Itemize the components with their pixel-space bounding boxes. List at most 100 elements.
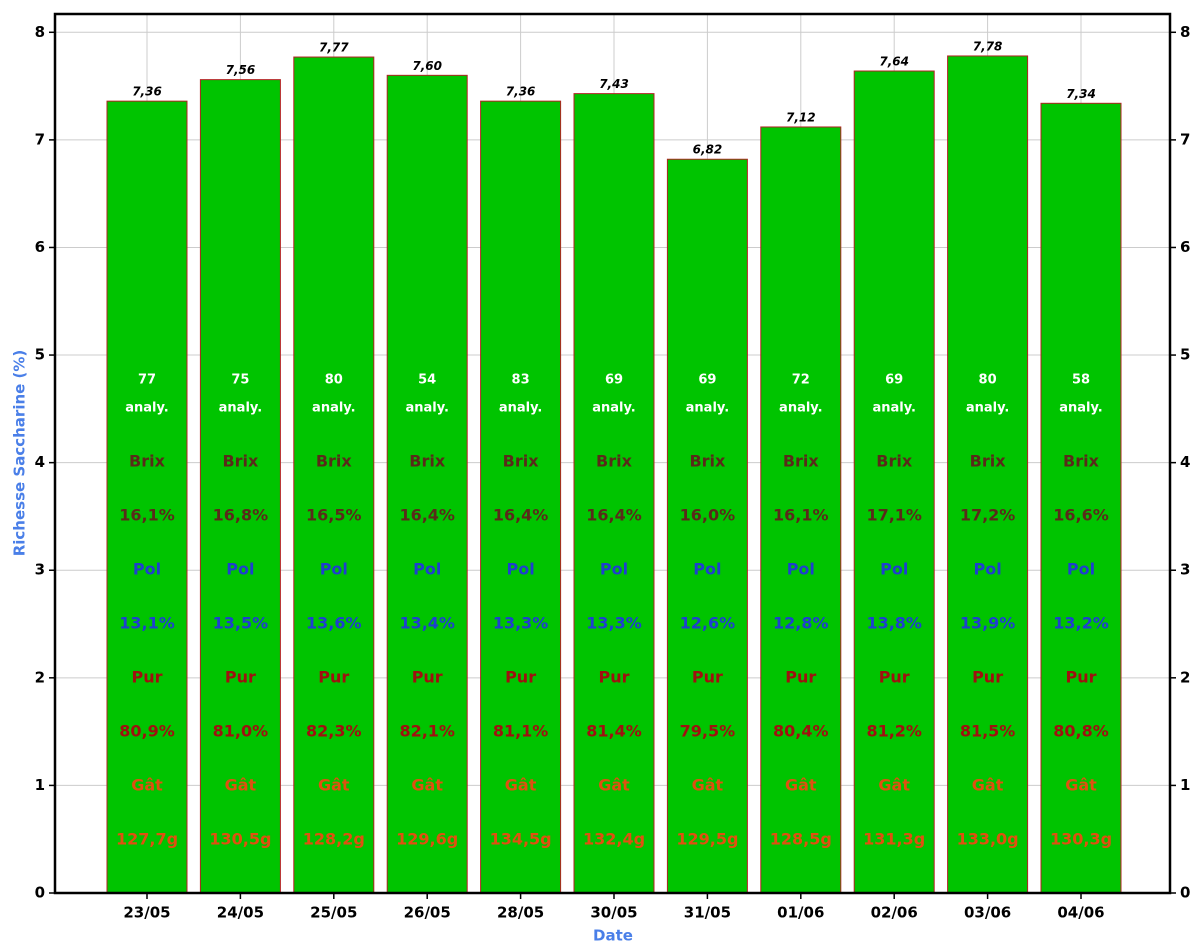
x-tick-label: 03/06 xyxy=(964,904,1011,922)
pol-label: Pol xyxy=(413,560,441,579)
count-unit: analy. xyxy=(219,401,262,416)
brix: 16,6% xyxy=(1053,506,1109,525)
y-tick-label: 8 xyxy=(35,23,45,41)
pur-label: Pur xyxy=(412,668,443,687)
gat: 130,5g xyxy=(209,830,271,849)
brix: 17,2% xyxy=(960,506,1016,525)
count: 72 xyxy=(792,373,810,388)
y-tick-label: 3 xyxy=(35,561,45,579)
pol: 13,6% xyxy=(306,614,362,633)
gat-label: Gât xyxy=(225,776,257,795)
count-unit: analy. xyxy=(872,401,915,416)
pol: 12,8% xyxy=(773,614,829,633)
pur-label: Pur xyxy=(879,668,910,687)
x-tick-label: 02/06 xyxy=(871,904,918,922)
pol-label: Pol xyxy=(226,560,254,579)
pol-label: Pol xyxy=(880,560,908,579)
count: 58 xyxy=(1072,373,1090,388)
value-label: 7,36 xyxy=(506,85,536,99)
count: 80 xyxy=(325,373,343,388)
gat: 129,5g xyxy=(676,830,738,849)
y2-tick-label: 6 xyxy=(1180,238,1190,256)
gat-label: Gât xyxy=(411,776,443,795)
pol-label: Pol xyxy=(506,560,534,579)
brix-label: Brix xyxy=(970,452,1007,471)
pur: 81,1% xyxy=(493,722,549,741)
pur: 81,0% xyxy=(213,722,269,741)
pol: 13,1% xyxy=(119,614,175,633)
pur: 80,9% xyxy=(119,722,175,741)
y2-tick-label: 7 xyxy=(1180,130,1190,148)
bar xyxy=(293,56,375,894)
x-tick-label: 28/05 xyxy=(497,904,544,922)
pol: 13,2% xyxy=(1053,614,1109,633)
gat-label: Gât xyxy=(972,776,1004,795)
y2-tick-label: 4 xyxy=(1180,453,1190,471)
pur-label: Pur xyxy=(505,668,536,687)
pur-label: Pur xyxy=(785,668,816,687)
y-tick-label: 6 xyxy=(35,238,45,256)
gat-label: Gât xyxy=(131,776,163,795)
count-unit: analy. xyxy=(499,401,542,416)
count-unit: analy. xyxy=(966,401,1009,416)
count: 54 xyxy=(418,373,436,388)
value-label: 6,82 xyxy=(693,143,723,157)
pol-label: Pol xyxy=(600,560,628,579)
pur: 81,2% xyxy=(866,722,922,741)
brix-label: Brix xyxy=(1063,452,1100,471)
gat: 127,7g xyxy=(116,830,178,849)
brix: 16,4% xyxy=(399,506,455,525)
brix-label: Brix xyxy=(222,452,259,471)
brix-label: Brix xyxy=(596,452,633,471)
y2-tick-label: 8 xyxy=(1180,23,1190,41)
gat: 128,5g xyxy=(770,830,832,849)
bar xyxy=(666,158,748,894)
count-unit: analy. xyxy=(312,401,355,416)
count: 69 xyxy=(605,373,623,388)
pol-label: Pol xyxy=(693,560,721,579)
y2-tick-label: 3 xyxy=(1180,561,1190,579)
value-label: 7,64 xyxy=(879,55,909,69)
brix-label: Brix xyxy=(503,452,540,471)
value-label: 7,12 xyxy=(786,110,816,124)
gat: 128,2g xyxy=(303,830,365,849)
brix-label: Brix xyxy=(409,452,446,471)
pol: 13,8% xyxy=(866,614,922,633)
pol: 13,9% xyxy=(960,614,1016,633)
x-axis-label: Date xyxy=(593,927,633,945)
bar xyxy=(853,70,935,894)
y-tick-label: 1 xyxy=(35,776,45,794)
pol: 13,4% xyxy=(399,614,455,633)
brix-label: Brix xyxy=(316,452,353,471)
value-label: 7,34 xyxy=(1066,87,1096,101)
bar xyxy=(199,79,281,894)
brix: 16,4% xyxy=(586,506,642,525)
pol-label: Pol xyxy=(320,560,348,579)
count-unit: analy. xyxy=(405,401,448,416)
pur-label: Pur xyxy=(318,668,349,687)
brix-label: Brix xyxy=(129,452,166,471)
gat: 132,4g xyxy=(583,830,645,849)
count-unit: analy. xyxy=(686,401,729,416)
bar xyxy=(1040,102,1122,894)
value-label: 7,77 xyxy=(319,41,349,55)
gat: 130,3g xyxy=(1050,830,1112,849)
bar xyxy=(760,126,842,894)
bar xyxy=(480,100,562,894)
plot-frame xyxy=(53,12,1172,895)
gat-label: Gât xyxy=(318,776,350,795)
value-label: 7,78 xyxy=(973,39,1003,53)
pol: 12,6% xyxy=(680,614,736,633)
count: 77 xyxy=(138,373,156,388)
brix: 16,5% xyxy=(306,506,362,525)
gat-label: Gât xyxy=(1065,776,1097,795)
count-unit: analy. xyxy=(592,401,635,416)
gat-label: Gât xyxy=(785,776,817,795)
x-tick-label: 25/05 xyxy=(310,904,357,922)
x-tick-label: 24/05 xyxy=(217,904,264,922)
count-unit: analy. xyxy=(125,401,168,416)
x-tick-label: 30/05 xyxy=(590,904,637,922)
pur-label: Pur xyxy=(1065,668,1096,687)
brix-label: Brix xyxy=(689,452,726,471)
